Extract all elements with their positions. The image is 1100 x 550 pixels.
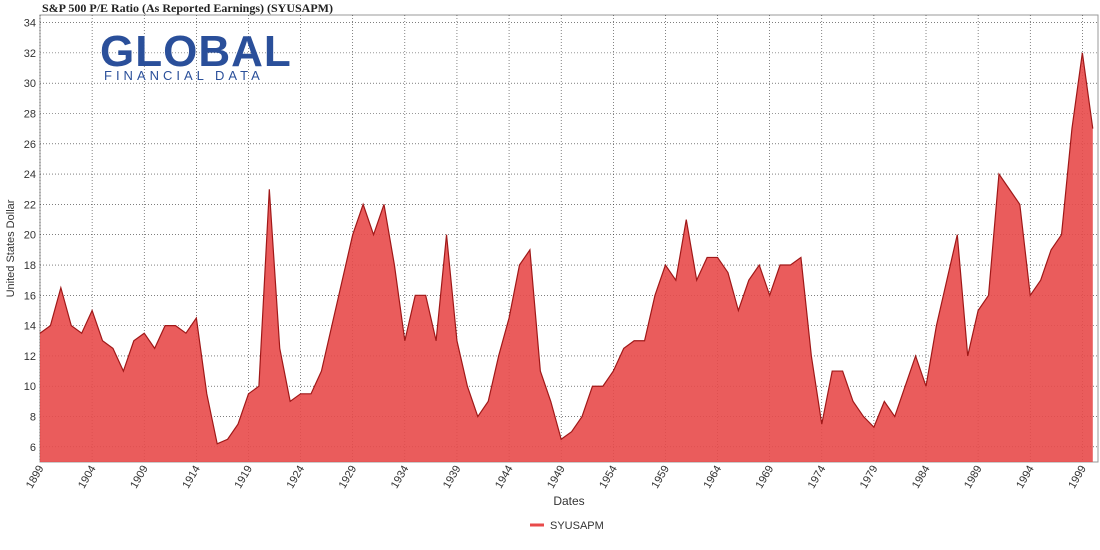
x-tick-label: 1939 [441,464,464,491]
y-tick-label: 24 [24,169,36,181]
x-tick-label: 1904 [76,464,99,491]
x-tick-label: 1999 [1066,464,1089,491]
watermark-subtitle: FINANCIAL DATA [104,68,264,83]
x-tick-label: 1914 [180,464,203,491]
x-tick-label: 1934 [389,464,412,491]
x-tick-label: 1954 [597,464,620,491]
x-tick-label: 1974 [806,464,829,491]
x-tick-label: 1984 [910,464,933,491]
x-tick-label: 1964 [702,464,725,491]
y-tick-label: 16 [24,290,36,302]
y-tick-label: 20 [24,230,36,242]
x-tick-label: 1969 [754,464,777,491]
y-tick-label: 22 [24,199,36,211]
x-tick-label: 1909 [128,464,151,491]
y-tick-label: 32 [24,48,36,60]
y-tick-label: 6 [30,442,36,454]
x-tick-label: 1959 [649,464,672,491]
y-tick-label: 10 [24,381,36,393]
y-tick-label: 28 [24,108,36,120]
x-tick-label: 1949 [545,464,568,491]
legend-label: SYUSAPM [550,520,604,532]
watermark-title: GLOBAL [100,27,292,76]
x-tick-label: 1899 [24,464,47,491]
x-tick-label: 1924 [285,464,308,491]
y-tick-label: 14 [24,321,36,333]
y-tick-label: 18 [24,260,36,272]
y-tick-label: 30 [24,78,36,90]
x-tick-label: 1989 [962,464,985,491]
x-tick-label: 1919 [232,464,255,491]
y-tick-label: 12 [24,351,36,363]
x-axis-label: Dates [553,494,584,508]
y-tick-label: 26 [24,139,36,151]
series-line [39,52,1094,445]
x-tick-label: 1994 [1014,464,1037,491]
area-fill [40,52,1093,463]
x-tick-label: 1944 [493,464,516,491]
y-tick-label: 34 [24,18,36,30]
chart-title: S&P 500 P/E Ratio (As Reported Earnings)… [42,1,333,15]
y-axis-label: United States Dollar [5,199,17,297]
x-tick-label: 1929 [337,464,360,491]
y-tick-label: 8 [30,412,36,424]
x-tick-label: 1979 [858,464,881,491]
